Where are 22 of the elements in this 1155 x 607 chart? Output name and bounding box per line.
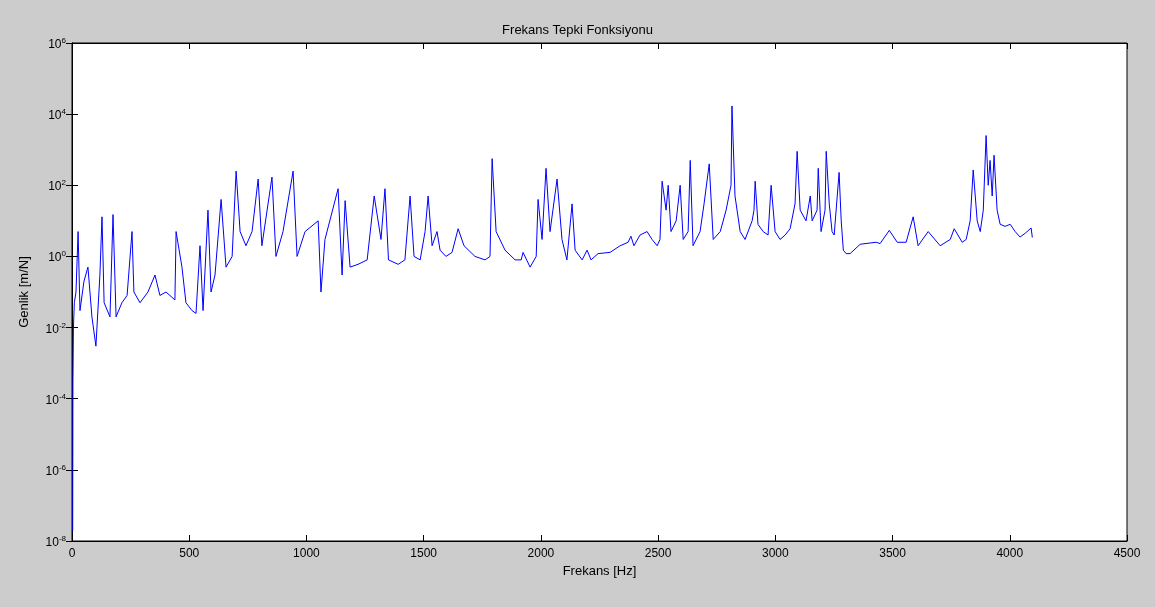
x-tick-label: 4500 [1113,546,1141,560]
y-tick-label: 10$^{-6}$ [45,461,66,478]
x-tick-label: 3000 [761,546,789,560]
y-tick-label: 10$^{-8}$ [45,533,66,549]
x-tick-label: 2500 [644,546,672,560]
y-tick-label: 10$^{6}$ [48,35,66,51]
y-axis-title: Genlik [m/N] [16,256,31,328]
x-tick-label: 0 [68,546,76,560]
chart-title: Frekans Tepki Fonksiyonu [502,22,653,37]
y-tick-label: 10$^{-4}$ [45,390,66,407]
x-tick-label: 1500 [410,546,438,560]
x-tick-label: 4000 [996,546,1024,560]
x-axis-title: Frekans [Hz] [562,562,637,578]
y-tick-label: 10$^{4}$ [48,106,66,123]
y-tick-label: 10$^{0}$ [48,248,66,265]
y-tick-label: 10$^{2}$ [48,177,66,194]
x-tick-label: 3500 [879,546,907,560]
x-tick-label: 2000 [527,546,555,560]
y-tick-label: 10$^{-2}$ [45,319,66,336]
line-series [72,105,1033,531]
x-tick-label: 1000 [293,546,321,560]
x-tick-label: 500 [179,546,200,560]
